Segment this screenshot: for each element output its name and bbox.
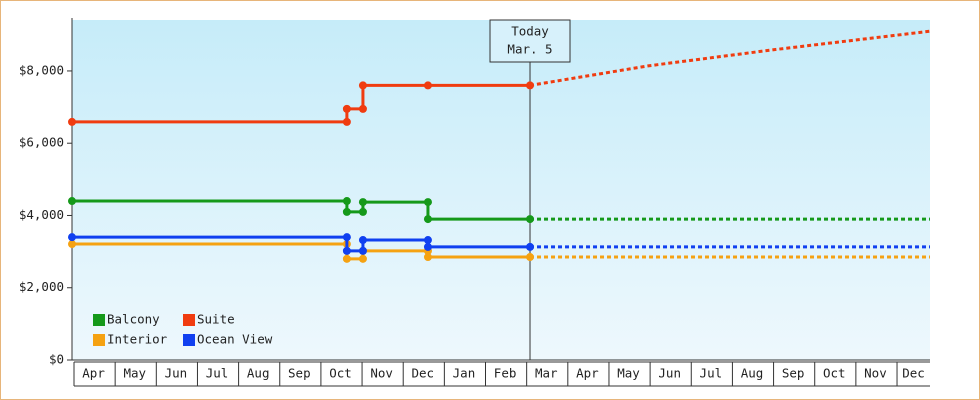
- point: [358, 81, 367, 90]
- x-tick-label: May: [123, 366, 146, 381]
- legend-swatch: [93, 314, 105, 326]
- x-tick-label: Nov: [864, 366, 887, 381]
- point: [526, 215, 535, 224]
- y-tick-label: $2,000: [19, 279, 64, 294]
- legend-swatch: [183, 334, 195, 346]
- legend-swatch: [183, 314, 195, 326]
- forecast-line: [529, 29, 931, 87]
- point: [358, 236, 367, 245]
- point: [526, 81, 535, 90]
- legend-label: Suite: [197, 312, 235, 327]
- x-tick-label: Dec: [411, 366, 434, 381]
- point: [423, 253, 432, 262]
- plot-area: [72, 20, 930, 360]
- point: [342, 104, 351, 113]
- x-tick-label: Jun: [658, 366, 681, 381]
- x-tick-label: Aug: [741, 366, 764, 381]
- x-tick-label: Jan: [453, 366, 476, 381]
- point: [342, 233, 351, 242]
- point: [68, 197, 76, 206]
- point: [68, 117, 76, 126]
- legend-swatch: [93, 334, 105, 346]
- today-box: [489, 19, 571, 63]
- point: [526, 253, 535, 262]
- y-tick-label: $4,000: [19, 207, 64, 222]
- x-tick-label: Sep: [782, 366, 805, 381]
- point: [342, 246, 351, 255]
- legend-label: Balcony: [107, 312, 160, 327]
- point: [342, 254, 351, 263]
- point: [358, 254, 367, 263]
- point: [423, 242, 432, 251]
- point: [423, 236, 432, 245]
- point: [342, 117, 351, 126]
- x-tick-label: May: [617, 366, 640, 381]
- today-label: Today: [511, 24, 549, 39]
- legend-label: Interior: [107, 332, 168, 347]
- point: [423, 81, 432, 90]
- x-tick-label: Apr: [82, 366, 105, 381]
- point: [358, 198, 367, 207]
- y-tick-label: $0: [49, 352, 64, 367]
- x-tick-label: Sep: [288, 366, 311, 381]
- point: [423, 198, 432, 207]
- x-tick-label: Jul: [206, 366, 229, 381]
- x-tick-label: Jun: [165, 366, 188, 381]
- x-tick-label: Oct: [823, 366, 846, 381]
- x-tick-label: Dec: [902, 366, 925, 381]
- x-tick-label: Feb: [494, 366, 517, 381]
- x-tick-label: Jul: [700, 366, 723, 381]
- x-tick-label: Apr: [576, 366, 599, 381]
- point: [358, 246, 367, 255]
- point: [358, 104, 367, 113]
- point: [68, 240, 76, 249]
- point: [68, 233, 76, 242]
- point: [358, 207, 367, 216]
- point: [423, 215, 432, 224]
- legend-label: Ocean View: [197, 332, 273, 347]
- point: [342, 197, 351, 206]
- today-label: Mar. 5: [507, 42, 552, 57]
- y-tick-label: $8,000: [19, 62, 64, 77]
- y-tick-label: $6,000: [19, 135, 64, 150]
- point: [342, 207, 351, 216]
- x-tick-label: Oct: [329, 366, 352, 381]
- x-tick-label: Mar: [535, 366, 558, 381]
- point: [526, 242, 535, 251]
- x-tick-label: Aug: [247, 366, 270, 381]
- x-tick-label: Nov: [370, 366, 393, 381]
